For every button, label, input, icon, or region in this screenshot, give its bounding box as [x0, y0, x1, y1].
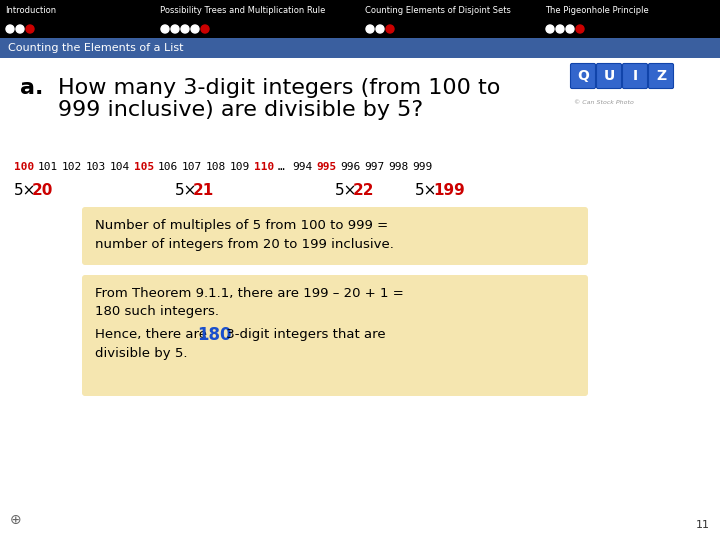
Text: 180: 180 [197, 326, 232, 344]
Text: divisible by 5.: divisible by 5. [95, 347, 187, 360]
Text: Counting Elements of Disjoint Sets: Counting Elements of Disjoint Sets [365, 6, 511, 15]
Text: 102: 102 [62, 162, 82, 172]
FancyBboxPatch shape [623, 64, 647, 89]
Bar [0, 38, 720, 58]
Text: 5×: 5× [335, 183, 357, 198]
Text: 109: 109 [230, 162, 251, 172]
Text: 106: 106 [158, 162, 179, 172]
Text: number of integers from 20 to 199 inclusive.: number of integers from 20 to 199 inclus… [95, 238, 394, 251]
Text: From Theorem 9.1.1, there are 199 – 20 + 1 =: From Theorem 9.1.1, there are 199 – 20 +… [95, 287, 404, 300]
Text: I: I [632, 69, 638, 83]
Text: How many 3-digit integers (from 100 to: How many 3-digit integers (from 100 to [58, 78, 500, 98]
Circle shape [201, 25, 209, 33]
Text: a.: a. [20, 78, 43, 98]
Text: Counting the Elements of a List: Counting the Elements of a List [8, 43, 184, 53]
Text: 5×: 5× [175, 183, 197, 198]
Circle shape [16, 25, 24, 33]
Text: Z: Z [656, 69, 666, 83]
FancyBboxPatch shape [82, 275, 588, 396]
Text: 105: 105 [134, 162, 154, 172]
Circle shape [556, 25, 564, 33]
Text: 20: 20 [32, 183, 53, 198]
Text: 995: 995 [316, 162, 336, 172]
Text: 104: 104 [110, 162, 130, 172]
Text: The Pigeonhole Principle: The Pigeonhole Principle [545, 6, 649, 15]
Text: 999 inclusive) are divisible by 5?: 999 inclusive) are divisible by 5? [58, 100, 423, 120]
Text: 999: 999 [412, 162, 432, 172]
Circle shape [576, 25, 584, 33]
Text: 5×: 5× [415, 183, 437, 198]
Circle shape [161, 25, 169, 33]
Text: 199: 199 [433, 183, 464, 198]
Circle shape [366, 25, 374, 33]
Text: Introduction: Introduction [5, 6, 56, 15]
Text: 108: 108 [206, 162, 226, 172]
Circle shape [6, 25, 14, 33]
Text: …: … [278, 162, 284, 172]
Text: 996: 996 [340, 162, 360, 172]
Text: 180 such integers.: 180 such integers. [95, 305, 219, 318]
Circle shape [191, 25, 199, 33]
Text: 110: 110 [254, 162, 274, 172]
FancyBboxPatch shape [570, 64, 595, 89]
FancyBboxPatch shape [649, 64, 673, 89]
Circle shape [181, 25, 189, 33]
Text: 107: 107 [182, 162, 202, 172]
Text: 22: 22 [353, 183, 374, 198]
Text: 11: 11 [696, 520, 710, 530]
Text: 994: 994 [292, 162, 312, 172]
Text: 3-digit integers that are: 3-digit integers that are [222, 328, 386, 341]
Text: Hence, there are: Hence, there are [95, 328, 211, 341]
Text: 21: 21 [193, 183, 215, 198]
Circle shape [386, 25, 394, 33]
Text: 998: 998 [388, 162, 408, 172]
Text: Possibility Trees and Multiplication Rule: Possibility Trees and Multiplication Rul… [160, 6, 325, 15]
Text: 997: 997 [364, 162, 384, 172]
Text: Number of multiples of 5 from 100 to 999 =: Number of multiples of 5 from 100 to 999… [95, 219, 388, 232]
Text: Q: Q [577, 69, 589, 83]
Circle shape [566, 25, 574, 33]
FancyBboxPatch shape [596, 64, 621, 89]
Text: © Can Stock Photo: © Can Stock Photo [574, 100, 634, 105]
FancyBboxPatch shape [82, 207, 588, 265]
Text: ⊕: ⊕ [10, 513, 22, 527]
Text: U: U [603, 69, 615, 83]
Text: 103: 103 [86, 162, 107, 172]
Circle shape [171, 25, 179, 33]
Circle shape [546, 25, 554, 33]
Text: 100: 100 [14, 162, 35, 172]
Text: 5×: 5× [14, 183, 37, 198]
Text: 101: 101 [38, 162, 58, 172]
Circle shape [376, 25, 384, 33]
Bar [0, 0, 720, 38]
Circle shape [26, 25, 34, 33]
